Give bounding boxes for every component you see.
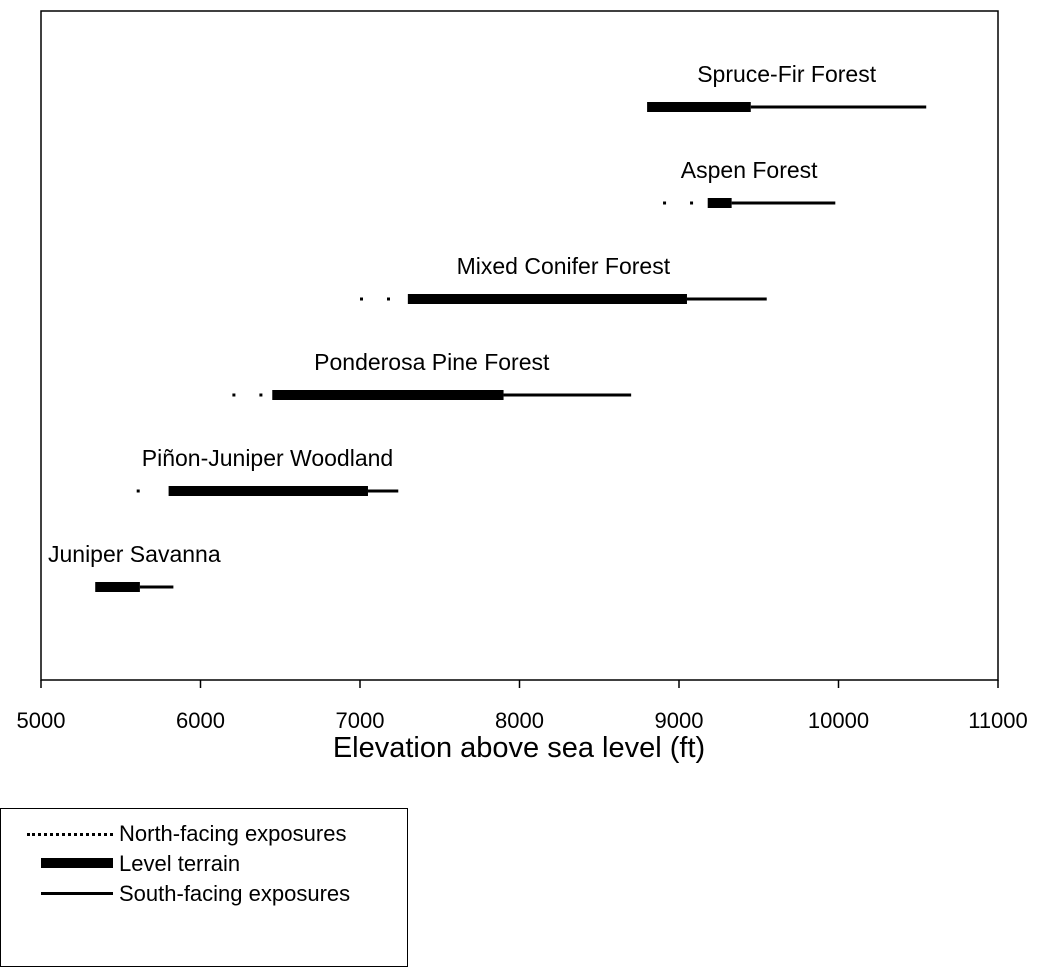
- legend-item-north: North-facing exposures: [1, 819, 401, 849]
- zone-label: Aspen Forest: [681, 157, 818, 183]
- dotted-line-swatch-icon: [27, 833, 113, 836]
- legend-label-north: North-facing exposures: [119, 821, 347, 846]
- level-terrain-range: [707, 198, 732, 208]
- x-tick-label: 10000: [808, 708, 869, 733]
- plot-frame: [40, 10, 999, 681]
- zone-label: Ponderosa Pine Forest: [314, 349, 550, 375]
- legend: North-facing exposures Level terrain Sou…: [0, 808, 408, 967]
- zone-label: Juniper Savanna: [48, 541, 221, 567]
- legend-label-south: South-facing exposures: [119, 881, 351, 906]
- elevation-range-chart: 5000 6000 7000 8000 9000 10000 11000 Spruce-Fi…: [17, 10, 1028, 764]
- x-axis-title: Elevation above sea level (ft): [333, 732, 705, 764]
- legend-item-south: South-facing exposures: [1, 879, 401, 909]
- range-bars: [95, 102, 927, 592]
- x-tick-label: 8000: [495, 708, 544, 733]
- level-terrain-range: [95, 582, 140, 592]
- x-axis-ticks: 5000 6000 7000 8000 9000 10000 11000: [17, 680, 1028, 733]
- thick-line-swatch-icon: [41, 858, 113, 868]
- x-tick-label: 7000: [336, 708, 385, 733]
- zone-label: Spruce-Fir Forest: [697, 61, 877, 87]
- x-tick-label: 5000: [17, 708, 66, 733]
- level-terrain-range: [272, 390, 504, 400]
- level-terrain-range: [407, 294, 687, 304]
- x-tick-label: 9000: [655, 708, 704, 733]
- x-tick-label: 11000: [968, 708, 1028, 733]
- vegetation-zone-labels: Spruce-Fir Forest Aspen Forest Mixed Conif…: [48, 61, 877, 567]
- x-tick-label: 6000: [176, 708, 225, 733]
- thin-line-swatch-icon: [41, 892, 113, 895]
- level-terrain-range: [168, 486, 368, 496]
- level-terrain-range: [647, 102, 751, 112]
- zone-label: Mixed Conifer Forest: [457, 253, 671, 279]
- legend-item-level: Level terrain: [1, 849, 401, 879]
- legend-label-level: Level terrain: [119, 851, 241, 876]
- zone-label: Piñon-Juniper Woodland: [142, 445, 393, 471]
